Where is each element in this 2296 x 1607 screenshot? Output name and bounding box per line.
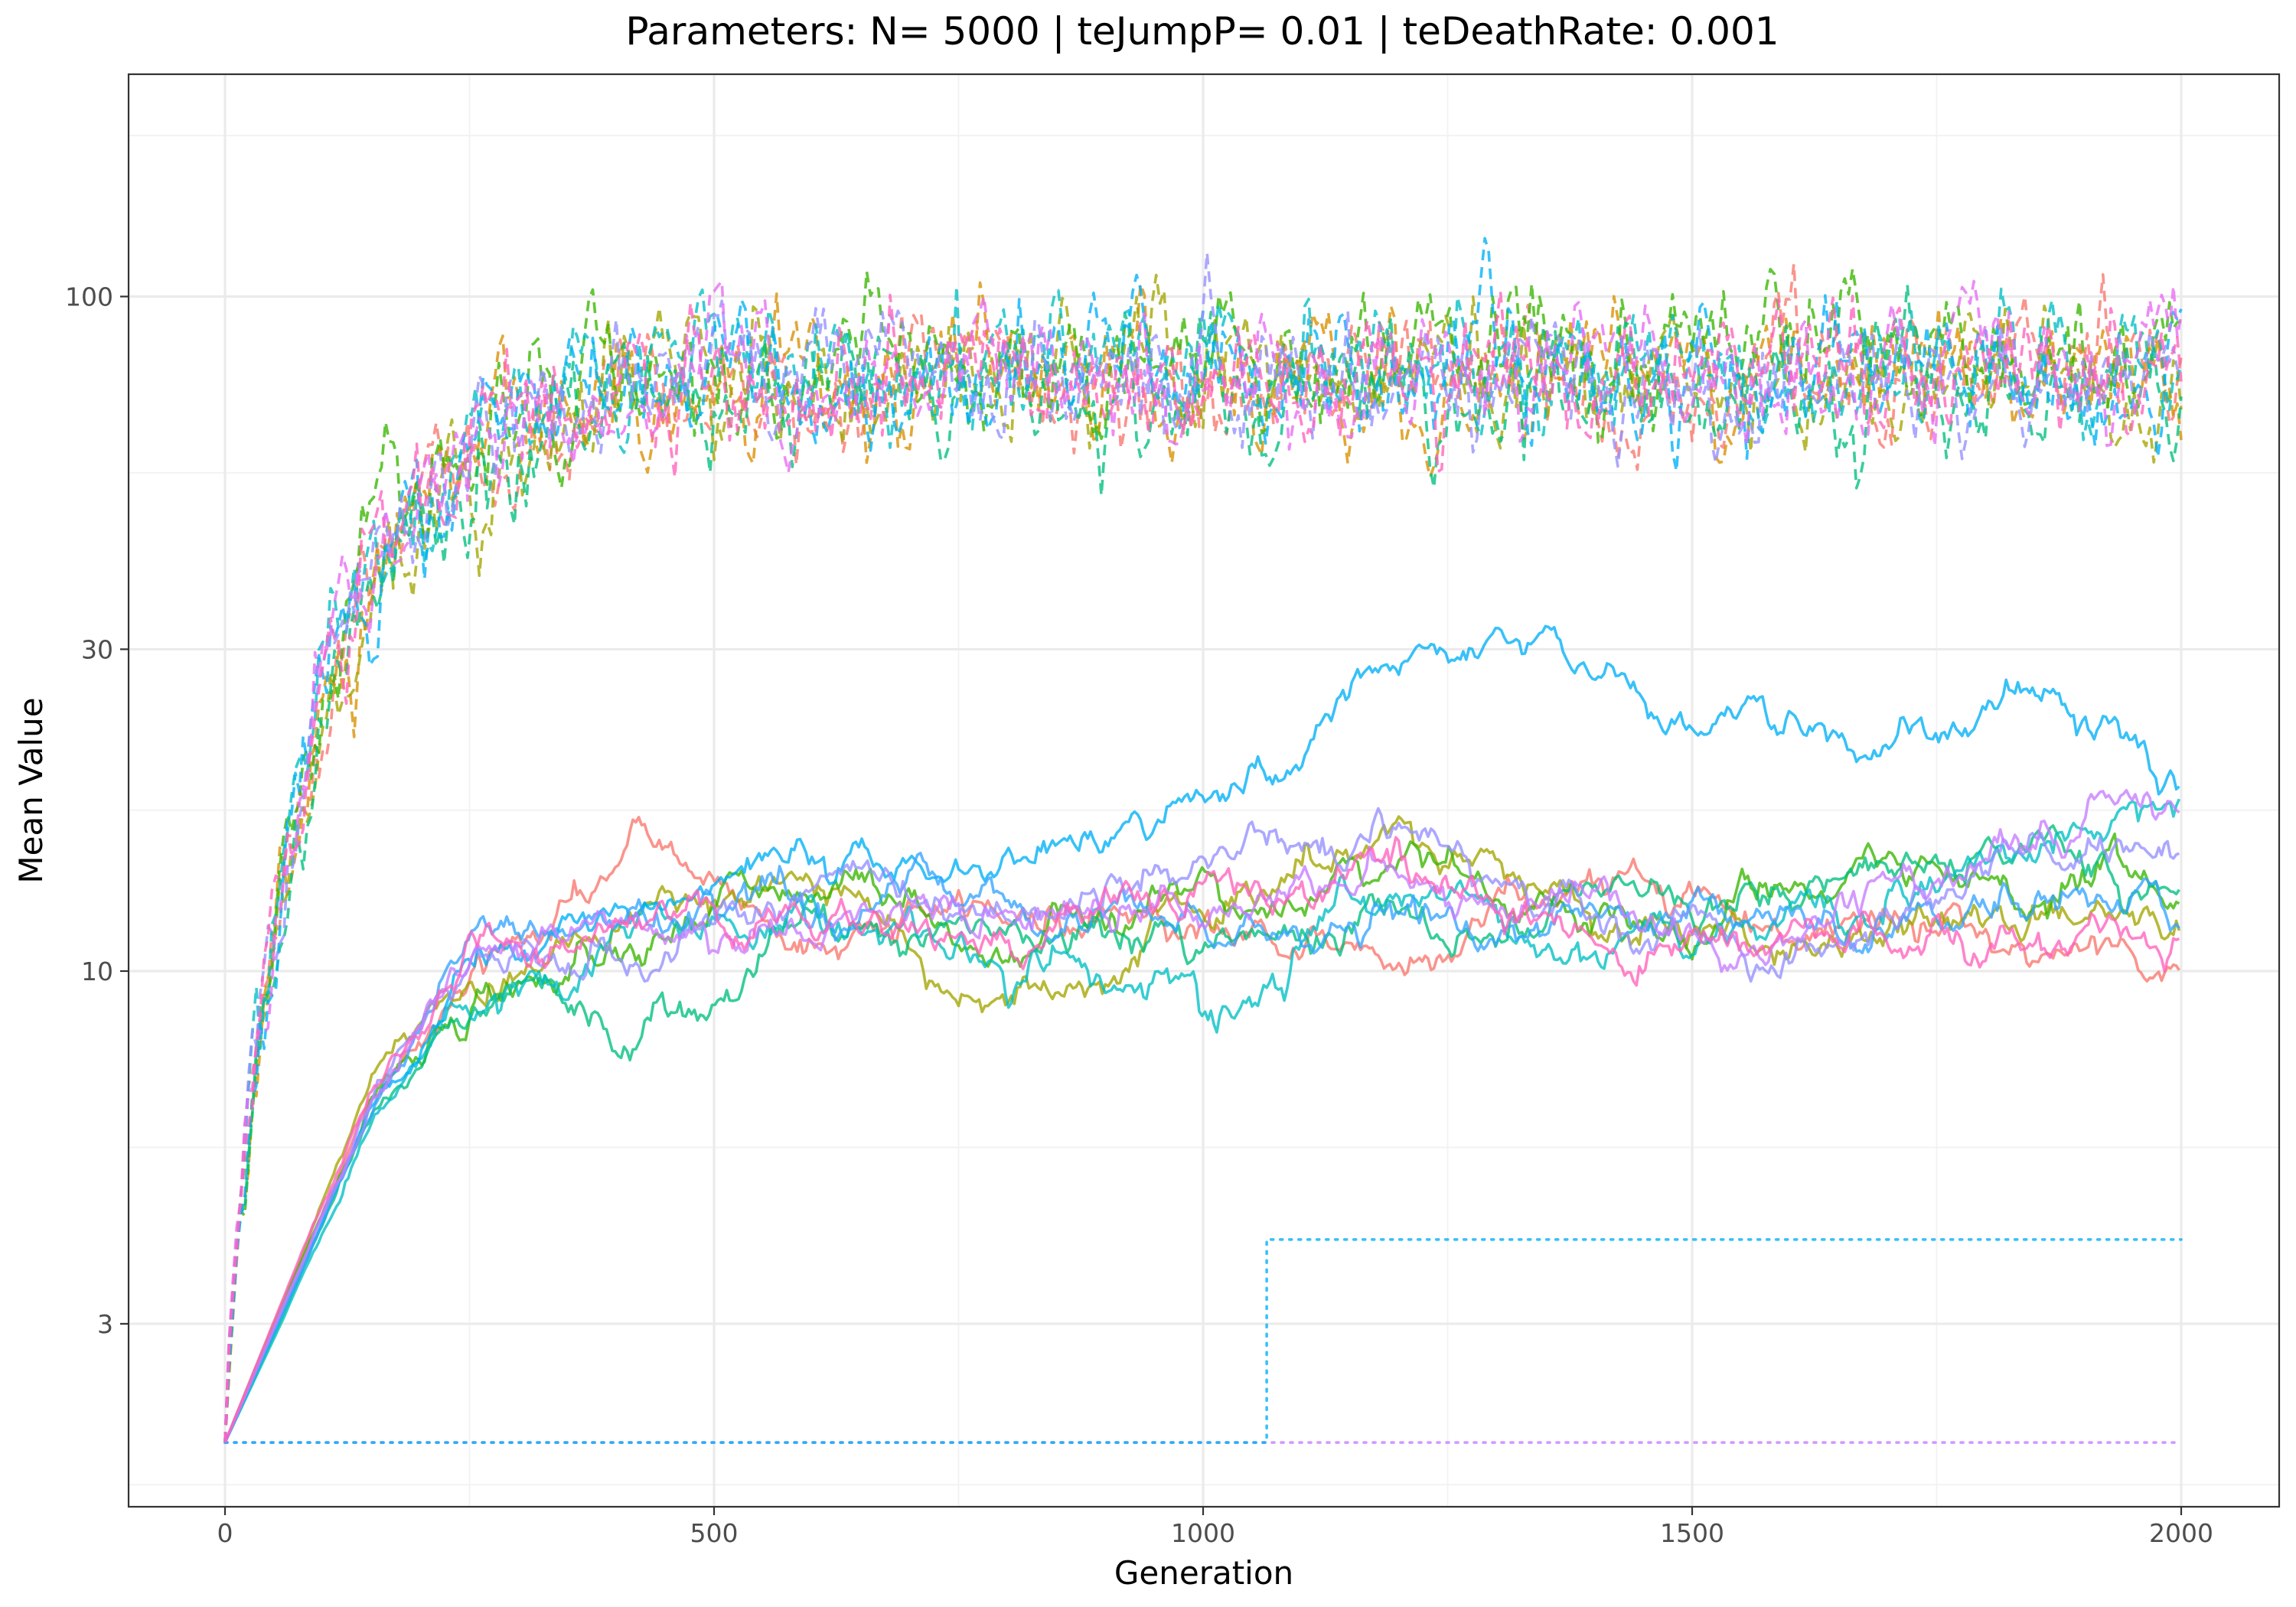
solid-series-line bbox=[223, 798, 2181, 1443]
chart-title: Parameters: N= 5000 | teJumpP= 0.01 | te… bbox=[625, 9, 1779, 54]
x-tick-label: 0 bbox=[217, 1518, 233, 1548]
dashed-series-line bbox=[223, 279, 2183, 1443]
solid-series-line bbox=[223, 832, 2180, 1443]
x-tick-label: 500 bbox=[690, 1518, 739, 1548]
y-tick-label: 10 bbox=[81, 957, 113, 986]
solid-series-line bbox=[223, 836, 2180, 1443]
x-axis-title: Generation bbox=[1114, 1554, 1293, 1592]
series-layer bbox=[223, 236, 2183, 1444]
solid-series-line bbox=[223, 807, 2180, 1443]
y-tick-label: 30 bbox=[81, 634, 113, 664]
y-axis-title: Mean Value bbox=[12, 697, 50, 883]
grid bbox=[129, 74, 2279, 1507]
solid-series-line bbox=[223, 789, 2180, 1443]
solid-series-line bbox=[223, 624, 2180, 1443]
dotted-series-line bbox=[223, 1238, 2183, 1444]
y-tick-label: 3 bbox=[97, 1309, 113, 1339]
solid-series-line bbox=[223, 824, 2180, 1443]
x-tick-label: 1500 bbox=[1660, 1518, 1724, 1548]
x-tick-label: 1000 bbox=[1171, 1518, 1235, 1548]
axis-ticks: 0 500 1000 1500 2000 3 10 30 100 bbox=[65, 282, 2213, 1549]
dashed-series-line bbox=[223, 273, 2183, 1443]
dashed-series-line bbox=[223, 290, 2183, 1443]
y-tick-label: 100 bbox=[65, 282, 113, 312]
x-tick-label: 2000 bbox=[2149, 1518, 2213, 1548]
